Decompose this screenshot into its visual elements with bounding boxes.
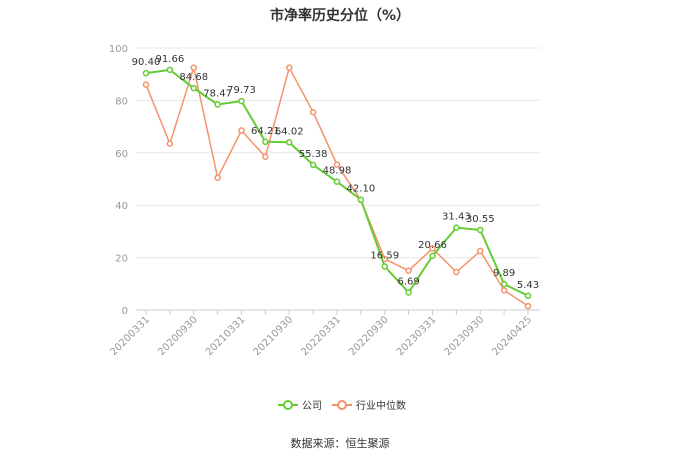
y-tick-label: 60 [115,149,128,160]
data-label: 78.47 [203,88,232,99]
data-label: 64.21 [251,126,280,137]
company-point [166,66,174,74]
chart-title: 市净率历史分位（%） [270,7,410,24]
data-label: 91.66 [156,54,185,65]
industry-point [429,245,436,252]
data-label: 30.55 [466,214,495,225]
company-point [286,139,293,146]
x-tick-label: 20210930 [252,314,296,358]
industry-point [190,64,197,71]
company-point [381,263,388,270]
data-label: 42.10 [347,184,376,195]
industry-point [453,268,460,276]
data-label: 9.89 [493,268,515,279]
industry-point [309,108,317,116]
data-label: 48.98 [323,166,352,177]
legend-industry-marker [337,400,347,410]
data-label: 16.59 [370,251,399,262]
company-point [453,224,460,231]
legend-industry-label: 行业中位数 [356,399,406,412]
data-label: 79.73 [227,85,256,96]
company-point [524,292,532,300]
x-tick-label: 20230930 [443,314,487,358]
y-tick-label: 40 [115,201,128,212]
x-tick-label: 20200930 [156,314,200,358]
industry-point [500,287,508,294]
industry-point [214,174,221,181]
legend-item-industry[interactable]: 行业中位数 [332,399,406,412]
company-point [429,252,436,260]
x-tick-label: 20240425 [490,314,534,358]
data-label: 6.69 [397,276,419,287]
company-point [262,138,269,146]
company-point [142,69,150,77]
x-axis-ticks: 20200331 20200930 20210331 20210930 20220331… [108,310,534,358]
industry-point [262,153,269,160]
data-label: 31.43 [442,212,471,223]
x-tick-label: 20230331 [395,314,439,358]
source-note: 数据来源：恒生聚源 [291,436,390,450]
x-tick-label: 20210331 [204,314,248,358]
data-label: 20.66 [418,240,447,251]
company-point [309,161,317,169]
data-label: 55.38 [299,149,328,160]
company-point [357,196,365,203]
company-point [405,289,412,296]
legend-item-company[interactable]: 公司 [278,400,322,412]
company-point [477,226,484,234]
x-tick-label: 20220331 [299,314,343,358]
company-point [500,280,508,288]
y-tick-label: 0 [122,306,128,317]
data-label: 90.40 [132,57,161,68]
industry-point [238,127,245,134]
company-point [333,178,341,185]
data-label: 5.43 [517,280,539,291]
y-tick-label: 80 [115,96,128,107]
industry-point [142,81,150,88]
data-label: 84.68 [179,72,208,83]
company-point [190,84,197,92]
y-tick-label: 100 [109,44,128,55]
legend-company-marker [283,400,293,410]
series-line-industry [145,64,529,307]
industry-point [477,247,484,255]
company-point [238,97,245,105]
y-axis-ticks: 0 20 40 60 80 100 [109,44,128,317]
legend-company-label: 公司 [302,401,322,412]
industry-point [333,161,341,168]
x-tick-label: 20220930 [347,314,391,358]
company-point [214,101,221,108]
industry-point [166,140,174,147]
legend: 公司 行业中位数 [278,399,406,412]
industry-point [524,302,532,310]
industry-point [286,64,293,71]
x-tick-label: 20200331 [108,314,152,358]
series-layer [142,64,532,310]
industry-point [405,267,412,274]
y-tick-label: 20 [115,254,128,265]
data-label: 64.02 [275,126,304,137]
